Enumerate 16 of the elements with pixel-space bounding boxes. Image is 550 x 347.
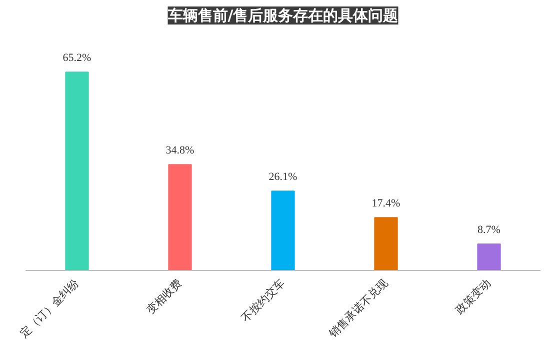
data-label: 26.1% bbox=[268, 171, 298, 184]
bar bbox=[168, 164, 192, 270]
x-tick-label: 政策变动 bbox=[452, 276, 494, 317]
bar bbox=[65, 72, 89, 270]
data-label: 65.2% bbox=[62, 52, 92, 64]
data-label: 34.8% bbox=[166, 144, 194, 157]
x-tick-label: 不按约交车 bbox=[239, 276, 288, 325]
x-tick-label: 定（订）金纠纷 bbox=[18, 276, 82, 340]
x-tick-label: 销售承诺不兑现 bbox=[326, 276, 390, 341]
bar bbox=[271, 190, 295, 270]
bar bbox=[374, 217, 398, 270]
chart-title: 车辆售前/售后服务存在的具体问题 bbox=[166, 6, 398, 24]
bar bbox=[477, 244, 501, 270]
x-tick-label: 变相收费 bbox=[144, 276, 184, 317]
data-label: 8.7% bbox=[478, 224, 500, 236]
data-label: 17.4% bbox=[372, 198, 400, 210]
